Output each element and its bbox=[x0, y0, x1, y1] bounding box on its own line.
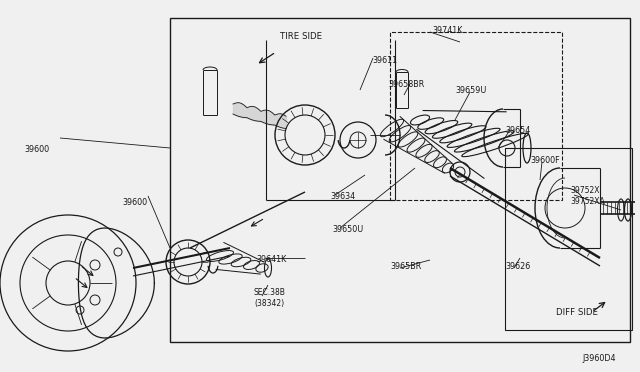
Text: 39654: 39654 bbox=[505, 126, 531, 135]
Bar bbox=[390, 32, 562, 200]
Text: 39650U: 39650U bbox=[332, 225, 364, 234]
Text: SEC.38B: SEC.38B bbox=[254, 288, 286, 297]
Bar bbox=[170, 18, 630, 342]
Text: 39600: 39600 bbox=[122, 198, 147, 207]
Text: 39626: 39626 bbox=[505, 262, 531, 271]
Text: 39658BR: 39658BR bbox=[388, 80, 424, 89]
Text: 39634: 39634 bbox=[330, 192, 355, 201]
Text: DIFF SIDE: DIFF SIDE bbox=[556, 308, 598, 317]
Text: 39752XA: 39752XA bbox=[570, 197, 605, 206]
Bar bbox=[505, 148, 632, 330]
Text: 39741K: 39741K bbox=[432, 26, 462, 35]
Text: TIRE SIDE: TIRE SIDE bbox=[280, 32, 322, 41]
Text: 39752X: 39752X bbox=[570, 186, 600, 195]
Text: 39641K: 39641K bbox=[256, 255, 286, 264]
Text: 39611: 39611 bbox=[372, 56, 397, 65]
Text: 39600F: 39600F bbox=[530, 156, 559, 165]
Text: 39600: 39600 bbox=[24, 145, 49, 154]
Text: (38342): (38342) bbox=[254, 299, 284, 308]
Text: 39659U: 39659U bbox=[455, 86, 486, 95]
Text: J3960D4: J3960D4 bbox=[582, 354, 616, 363]
Text: 3965BR: 3965BR bbox=[390, 262, 421, 271]
